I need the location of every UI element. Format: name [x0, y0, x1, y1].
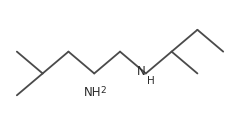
Text: N: N	[137, 65, 145, 78]
Text: NH: NH	[84, 86, 101, 99]
Text: 2: 2	[100, 86, 106, 95]
Text: H: H	[147, 76, 155, 86]
